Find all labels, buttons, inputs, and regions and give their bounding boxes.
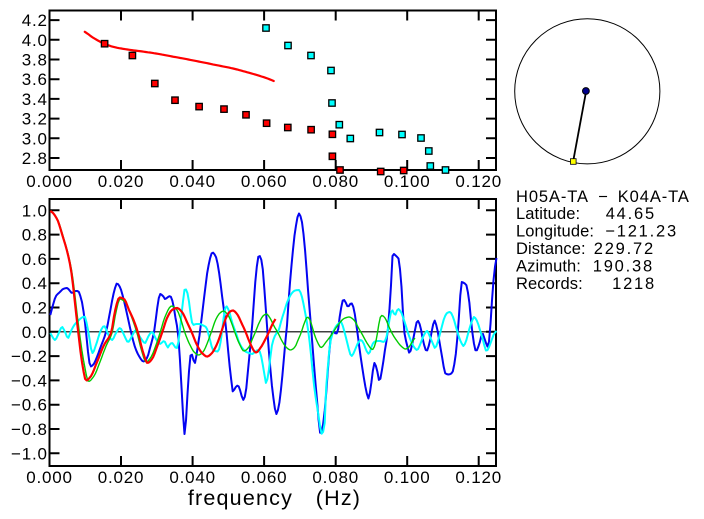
svg-text:Longitude:: Longitude: — [516, 223, 594, 241]
svg-text:0.060: 0.060 — [241, 468, 288, 487]
svg-text:4.0: 4.0 — [22, 31, 48, 50]
svg-text:0.080: 0.080 — [312, 468, 359, 487]
svg-text:3.0: 3.0 — [22, 129, 48, 148]
svg-text:H05A-TA − K04A-TA: H05A-TA − K04A-TA — [516, 188, 690, 206]
svg-text:229.72: 229.72 — [594, 240, 655, 258]
svg-text:0.100: 0.100 — [384, 172, 431, 191]
svg-text:44.65: 44.65 — [606, 205, 656, 223]
svg-text:0.040: 0.040 — [169, 172, 216, 191]
svg-text:Latitude:: Latitude: — [516, 205, 580, 223]
svg-text:2.8: 2.8 — [22, 149, 48, 168]
svg-text:0.060: 0.060 — [241, 172, 288, 191]
svg-text:0.2: 0.2 — [22, 299, 48, 318]
svg-text:0.0: 0.0 — [22, 323, 48, 342]
svg-text:0.8: 0.8 — [22, 226, 48, 245]
svg-text:Distance:: Distance: — [516, 240, 586, 258]
svg-text:0.000: 0.000 — [26, 468, 73, 487]
svg-text:−0.8: −0.8 — [11, 420, 48, 439]
svg-text:4.2: 4.2 — [22, 11, 48, 30]
svg-text:3.6: 3.6 — [22, 70, 48, 89]
svg-text:3.8: 3.8 — [22, 51, 48, 70]
svg-text:3.4: 3.4 — [22, 90, 48, 109]
svg-text:−0.6: −0.6 — [11, 396, 48, 415]
svg-text:0.000: 0.000 — [26, 172, 73, 191]
svg-text:−0.4: −0.4 — [11, 371, 48, 390]
svg-text:1.0: 1.0 — [22, 201, 48, 220]
svg-text:frequency (Hz): frequency (Hz) — [188, 486, 361, 510]
svg-text:0.120: 0.120 — [455, 468, 502, 487]
svg-text:0.4: 0.4 — [22, 274, 48, 293]
svg-text:−121.23: −121.23 — [605, 223, 678, 241]
svg-text:0.040: 0.040 — [169, 468, 216, 487]
svg-text:0.100: 0.100 — [384, 468, 431, 487]
svg-text:0.080: 0.080 — [312, 172, 359, 191]
svg-text:190.38: 190.38 — [593, 257, 654, 275]
svg-text:0.020: 0.020 — [98, 468, 145, 487]
svg-text:Azimuth:: Azimuth: — [516, 257, 581, 275]
svg-text:1218: 1218 — [612, 275, 656, 293]
svg-text:0.6: 0.6 — [22, 250, 48, 269]
svg-text:0.120: 0.120 — [455, 172, 502, 191]
svg-text:−0.2: −0.2 — [11, 347, 48, 366]
svg-text:3.2: 3.2 — [22, 110, 48, 129]
svg-text:−1.0: −1.0 — [11, 444, 48, 463]
svg-text:0.020: 0.020 — [98, 172, 145, 191]
svg-text:Records:: Records: — [516, 275, 583, 293]
